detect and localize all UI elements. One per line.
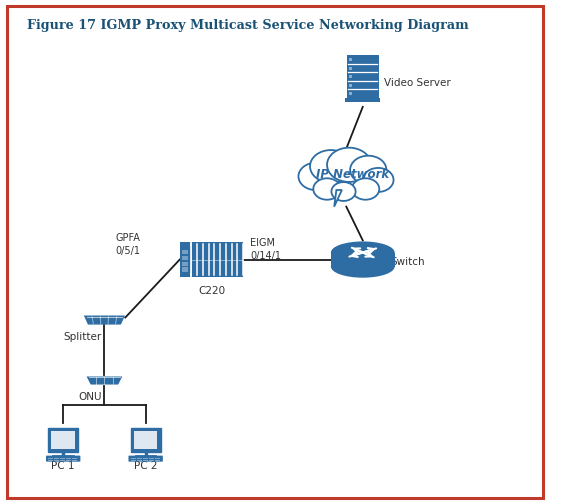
Text: EIGM
0/14/1: EIGM 0/14/1 (250, 238, 281, 261)
FancyBboxPatch shape (182, 256, 188, 260)
FancyBboxPatch shape (66, 458, 71, 459)
FancyBboxPatch shape (60, 458, 65, 459)
Text: Video Server: Video Server (384, 78, 451, 88)
FancyBboxPatch shape (148, 458, 154, 459)
FancyBboxPatch shape (349, 67, 352, 70)
FancyBboxPatch shape (48, 428, 78, 452)
FancyBboxPatch shape (51, 431, 75, 449)
FancyBboxPatch shape (182, 250, 188, 254)
Ellipse shape (331, 182, 356, 201)
FancyBboxPatch shape (131, 460, 135, 461)
FancyBboxPatch shape (131, 428, 161, 452)
FancyBboxPatch shape (180, 242, 243, 277)
Text: Figure 17 IGMP Proxy Multicast Service Networking Diagram: Figure 17 IGMP Proxy Multicast Service N… (27, 19, 469, 32)
FancyBboxPatch shape (143, 458, 147, 459)
FancyBboxPatch shape (66, 460, 71, 461)
Text: Switch: Switch (390, 257, 425, 267)
FancyBboxPatch shape (349, 58, 352, 61)
FancyBboxPatch shape (131, 458, 135, 459)
Polygon shape (334, 190, 342, 207)
FancyBboxPatch shape (46, 456, 81, 462)
FancyBboxPatch shape (148, 460, 154, 461)
Ellipse shape (331, 241, 395, 264)
Text: GPFA
0/5/1: GPFA 0/5/1 (115, 233, 140, 256)
FancyBboxPatch shape (155, 458, 159, 459)
Ellipse shape (313, 178, 341, 200)
Polygon shape (84, 316, 125, 325)
Ellipse shape (327, 148, 371, 182)
Ellipse shape (350, 156, 387, 184)
FancyBboxPatch shape (182, 268, 188, 272)
FancyBboxPatch shape (143, 460, 147, 461)
FancyBboxPatch shape (369, 68, 377, 98)
FancyBboxPatch shape (349, 75, 352, 78)
FancyBboxPatch shape (182, 262, 188, 266)
FancyBboxPatch shape (349, 84, 352, 87)
FancyBboxPatch shape (128, 456, 163, 462)
FancyBboxPatch shape (48, 460, 53, 461)
Ellipse shape (363, 168, 393, 192)
Text: PC 1: PC 1 (51, 461, 75, 471)
Text: PC 2: PC 2 (134, 461, 158, 471)
FancyBboxPatch shape (155, 460, 159, 461)
Ellipse shape (310, 150, 352, 182)
Text: ONU: ONU (78, 392, 102, 402)
Ellipse shape (299, 163, 333, 190)
FancyBboxPatch shape (72, 458, 77, 459)
FancyBboxPatch shape (72, 460, 77, 461)
FancyBboxPatch shape (345, 98, 380, 102)
FancyBboxPatch shape (134, 431, 158, 449)
FancyBboxPatch shape (48, 458, 53, 459)
Polygon shape (87, 376, 122, 385)
FancyBboxPatch shape (347, 55, 379, 98)
FancyBboxPatch shape (136, 458, 142, 459)
Ellipse shape (331, 256, 395, 278)
Text: C220: C220 (198, 286, 225, 296)
Ellipse shape (308, 161, 387, 194)
FancyBboxPatch shape (54, 460, 59, 461)
FancyBboxPatch shape (136, 460, 142, 461)
Text: Splitter: Splitter (63, 332, 102, 342)
FancyBboxPatch shape (349, 92, 352, 95)
Text: IP Network: IP Network (316, 168, 389, 181)
FancyBboxPatch shape (54, 458, 59, 459)
Ellipse shape (352, 178, 379, 200)
FancyBboxPatch shape (60, 460, 65, 461)
FancyBboxPatch shape (180, 246, 191, 273)
FancyBboxPatch shape (331, 253, 395, 267)
